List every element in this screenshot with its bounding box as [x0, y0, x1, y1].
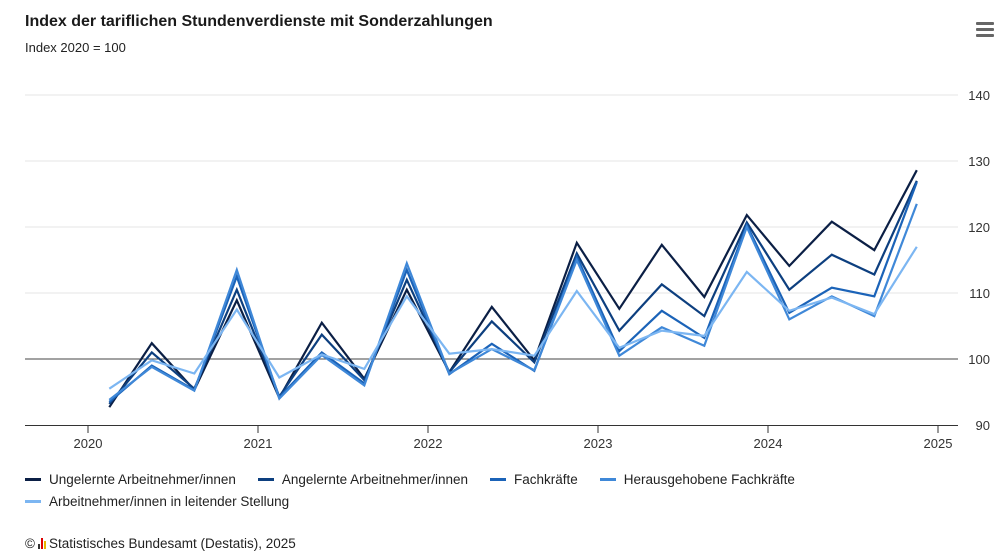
legend-item[interactable]: Ungelernte Arbeitnehmer/innen	[25, 472, 236, 487]
legend-swatch	[25, 499, 41, 503]
line-chart: 90 100 110 120 130 140 2020 2021 2022 2023 2024 202…	[25, 88, 990, 451]
y-tick-label: 90	[976, 418, 990, 433]
chart-subtitle: Index 2020 = 100	[25, 40, 126, 55]
footer: © Statistisches Bundesamt (Destatis), 20…	[25, 536, 296, 551]
y-tick-label: 100	[968, 352, 990, 367]
series-line-1	[108, 169, 918, 408]
source-text: Statistisches Bundesamt (Destatis), 2025	[48, 536, 296, 551]
copyright-symbol: ©	[25, 536, 35, 551]
legend-swatch	[490, 477, 507, 481]
legend-swatch	[257, 477, 274, 481]
y-tick-label: 140	[968, 88, 990, 103]
x-tick-label: 2021	[244, 436, 273, 451]
legend-item[interactable]: Arbeitnehmer/innen in leitender Stellung	[25, 494, 289, 509]
legend-label: Herausgehobene Fachkräfte	[623, 471, 795, 487]
legend-label: Arbeitnehmer/innen in leitender Stellung	[49, 493, 290, 509]
legend-swatch	[25, 477, 41, 481]
chart-title: Index der tariflichen Stundenverdienste …	[25, 13, 493, 30]
legend-swatch	[599, 477, 616, 481]
x-tick-label: 2023	[584, 436, 613, 451]
legend: Ungelernte Arbeitnehmer/innen Angelernte …	[25, 468, 925, 512]
x-tick-label: 2022	[414, 436, 443, 451]
x-tick-label: 2020	[74, 436, 103, 451]
legend-item[interactable]: Angelernte Arbeitnehmer/innen	[257, 471, 469, 487]
series-line-5	[108, 246, 918, 390]
series-line-2	[108, 180, 918, 405]
series-line-3	[108, 181, 918, 403]
x-tick-label: 2024	[754, 436, 783, 451]
y-tick-label: 130	[968, 154, 990, 169]
legend-item[interactable]: Herausgehobene Fachkräfte	[599, 471, 795, 487]
destatis-logo-icon	[37, 538, 46, 549]
legend-label: Ungelernte Arbeitnehmer/innen	[49, 471, 236, 487]
x-tick-label: 2025	[924, 436, 953, 451]
hamburger-menu-icon[interactable]	[976, 22, 994, 38]
legend-label: Angelernte Arbeitnehmer/innen	[281, 471, 469, 487]
legend-label: Fachkräfte	[514, 471, 578, 487]
legend-item[interactable]: Fachkräfte	[490, 472, 578, 487]
y-tick-label: 120	[968, 220, 990, 235]
y-tick-label: 110	[969, 286, 990, 301]
